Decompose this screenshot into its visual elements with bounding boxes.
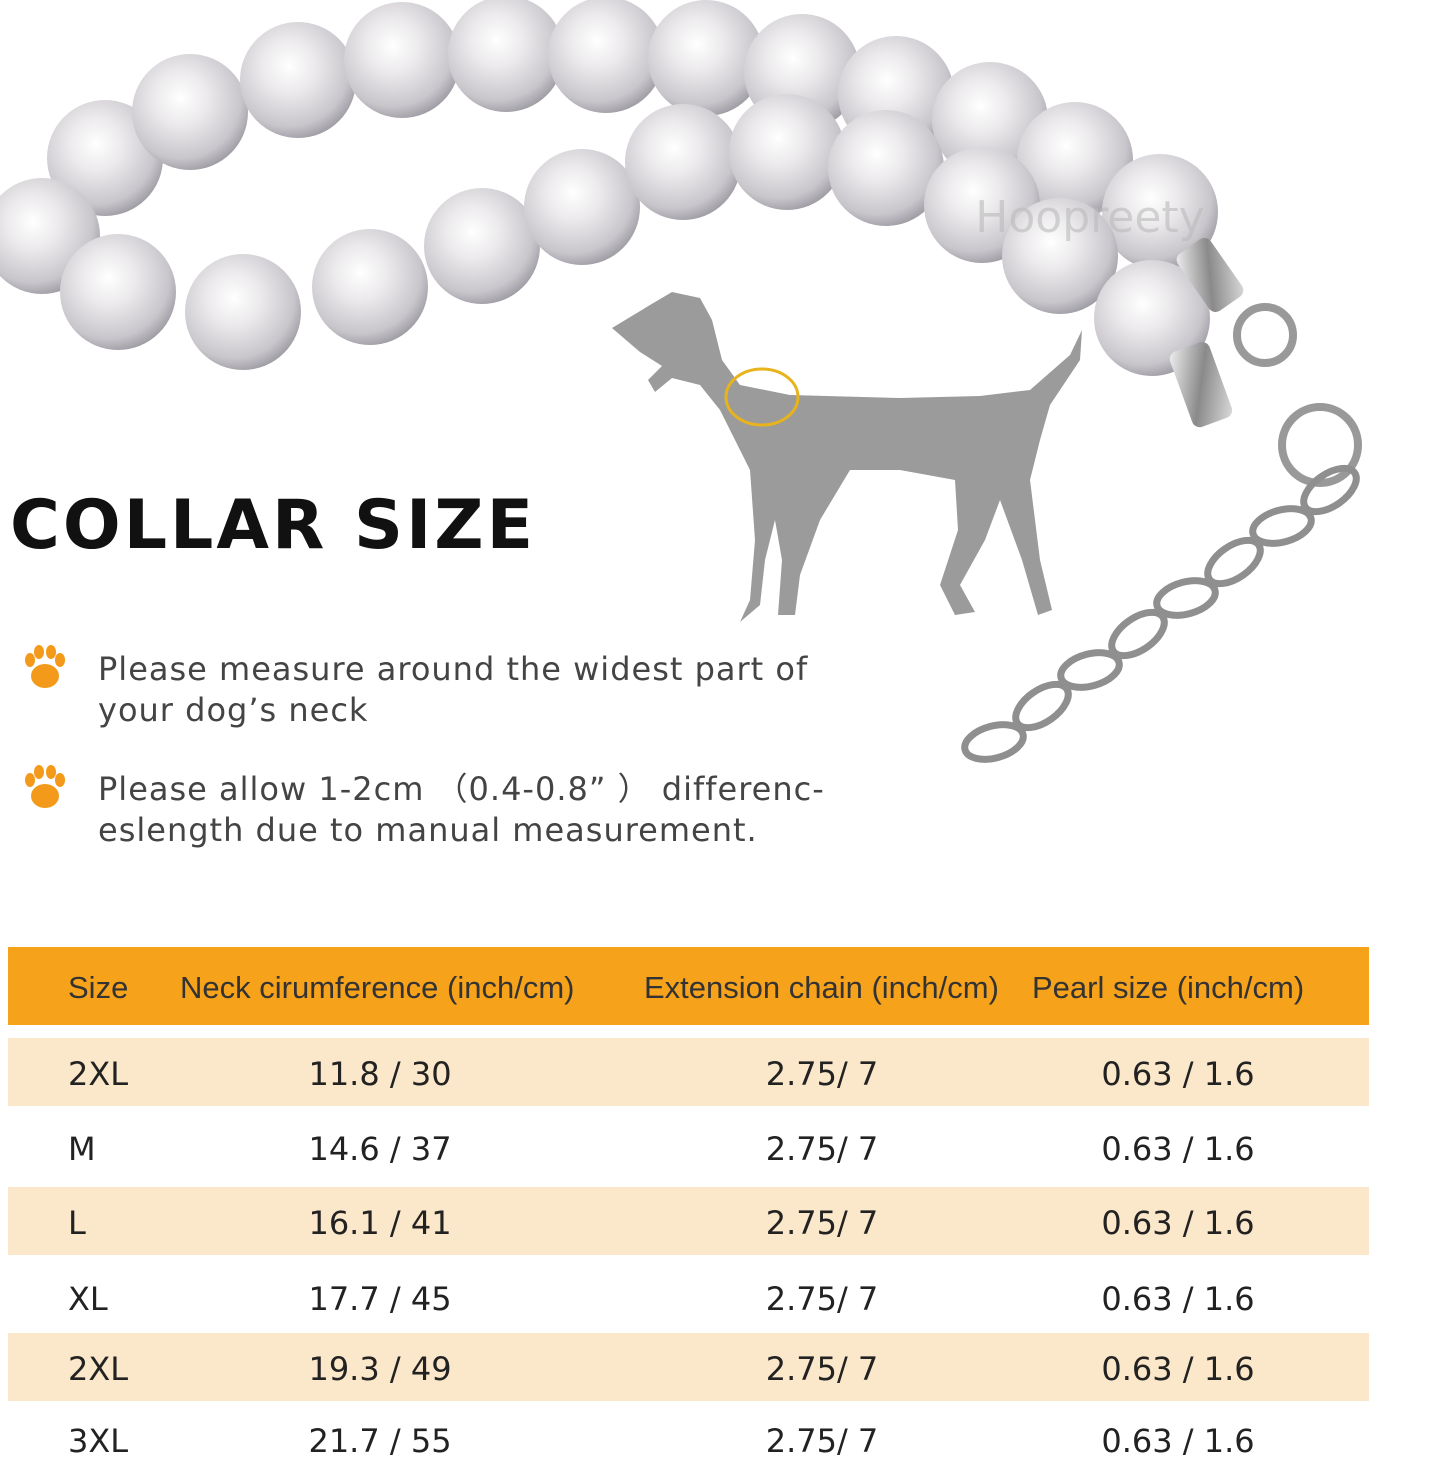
paw-toe bbox=[34, 765, 44, 779]
paw-toe bbox=[46, 645, 56, 659]
neck-measure bbox=[724, 367, 800, 427]
chain-link bbox=[1153, 577, 1219, 619]
table-cell: 0.63 / 1.6 bbox=[1101, 1422, 1254, 1460]
pearl bbox=[1094, 260, 1210, 376]
pearl bbox=[625, 104, 741, 220]
extension-chain bbox=[961, 237, 1362, 763]
pearl bbox=[240, 22, 356, 138]
pearl bbox=[47, 100, 163, 216]
table-cell: 3XL bbox=[68, 1422, 128, 1460]
paw-toe bbox=[46, 765, 56, 779]
paw-toe bbox=[34, 645, 44, 659]
table-header: Pearl size (inch/cm) bbox=[1032, 970, 1304, 1005]
chain-link bbox=[1300, 464, 1360, 516]
pearl bbox=[548, 0, 664, 113]
table-cell: 2.75/ 7 bbox=[766, 1130, 879, 1168]
pearl bbox=[729, 94, 845, 210]
table-header: Extension chain (inch/cm) bbox=[644, 970, 999, 1005]
paw-toe bbox=[55, 653, 65, 667]
pearl bbox=[648, 0, 764, 116]
table-header-bg bbox=[8, 947, 1369, 1025]
paw-toe bbox=[55, 773, 65, 787]
chain-link bbox=[1108, 608, 1168, 660]
table-cell: 21.7 / 55 bbox=[308, 1422, 451, 1460]
dog-silhouette bbox=[612, 292, 1082, 622]
table-cell: L bbox=[68, 1204, 86, 1242]
table-cell: 14.6 / 37 bbox=[308, 1130, 451, 1168]
table-cell: 2XL bbox=[68, 1055, 128, 1093]
chain-link bbox=[1249, 505, 1315, 547]
pearl bbox=[185, 254, 301, 370]
paw-toe bbox=[25, 653, 35, 667]
table-cell: 0.63 / 1.6 bbox=[1101, 1204, 1254, 1242]
table-cell: 2XL bbox=[68, 1350, 128, 1388]
table-cell: 0.63 / 1.6 bbox=[1101, 1130, 1254, 1168]
pearl bbox=[1102, 154, 1218, 270]
pearl bbox=[1002, 198, 1118, 314]
pearl bbox=[312, 229, 428, 345]
table-cell: 2.75/ 7 bbox=[766, 1204, 879, 1242]
watermark: Hoopreety bbox=[975, 192, 1204, 243]
paw-pad bbox=[31, 664, 59, 688]
chain-link bbox=[1204, 536, 1264, 588]
table-row-bg bbox=[8, 1038, 1369, 1106]
pearl bbox=[344, 2, 460, 118]
pearl bbox=[60, 234, 176, 350]
paw-toe bbox=[25, 773, 35, 787]
paw-icon bbox=[25, 765, 65, 808]
title: COLLAR SIZE bbox=[10, 486, 536, 565]
table-cell: 0.63 / 1.6 bbox=[1101, 1055, 1254, 1093]
pearl bbox=[424, 188, 540, 304]
note-text: Please measure around the widest part of bbox=[98, 650, 808, 688]
table-cell: 2.75/ 7 bbox=[766, 1422, 879, 1460]
pearl bbox=[828, 110, 944, 226]
table-cell: 16.1 / 41 bbox=[308, 1204, 451, 1242]
table-cell: 2.75/ 7 bbox=[766, 1055, 879, 1093]
table-cell: 0.63 / 1.6 bbox=[1101, 1280, 1254, 1318]
ring bbox=[1233, 303, 1297, 367]
note-text: Please allow 1-2cm （0.4-0.8” ） differenc… bbox=[98, 770, 825, 808]
paw-pad bbox=[31, 784, 59, 808]
table-cell: 2.75/ 7 bbox=[766, 1280, 879, 1318]
table-cell: XL bbox=[68, 1280, 108, 1318]
table-header: Size bbox=[68, 970, 128, 1005]
table-cell: 0.63 / 1.6 bbox=[1101, 1350, 1254, 1388]
chain-link bbox=[1057, 649, 1123, 691]
paw-icon bbox=[25, 645, 65, 688]
note-text: eslength due to manual measurement. bbox=[98, 811, 758, 849]
pearl bbox=[448, 0, 564, 112]
table-cell: M bbox=[68, 1130, 96, 1168]
pearl-necklace bbox=[0, 0, 1218, 376]
clasp bbox=[1176, 237, 1244, 313]
chain-link bbox=[961, 721, 1027, 763]
note-text: your dog’s neck bbox=[98, 691, 368, 729]
table-cell: 19.3 / 49 bbox=[308, 1350, 451, 1388]
pearl bbox=[1017, 102, 1133, 218]
chain-link bbox=[1012, 680, 1072, 732]
table-cell: 17.7 / 45 bbox=[308, 1280, 451, 1318]
clasp bbox=[1169, 342, 1233, 428]
pearl bbox=[524, 149, 640, 265]
pearl bbox=[132, 54, 248, 170]
table-cell: 11.8 / 30 bbox=[308, 1055, 451, 1093]
ring bbox=[1278, 403, 1362, 487]
table-row-bg bbox=[8, 1333, 1369, 1401]
table-header: Neck cirumference (inch/cm) bbox=[180, 970, 574, 1005]
table-row-bg bbox=[8, 1187, 1369, 1255]
table-cell: 2.75/ 7 bbox=[766, 1350, 879, 1388]
